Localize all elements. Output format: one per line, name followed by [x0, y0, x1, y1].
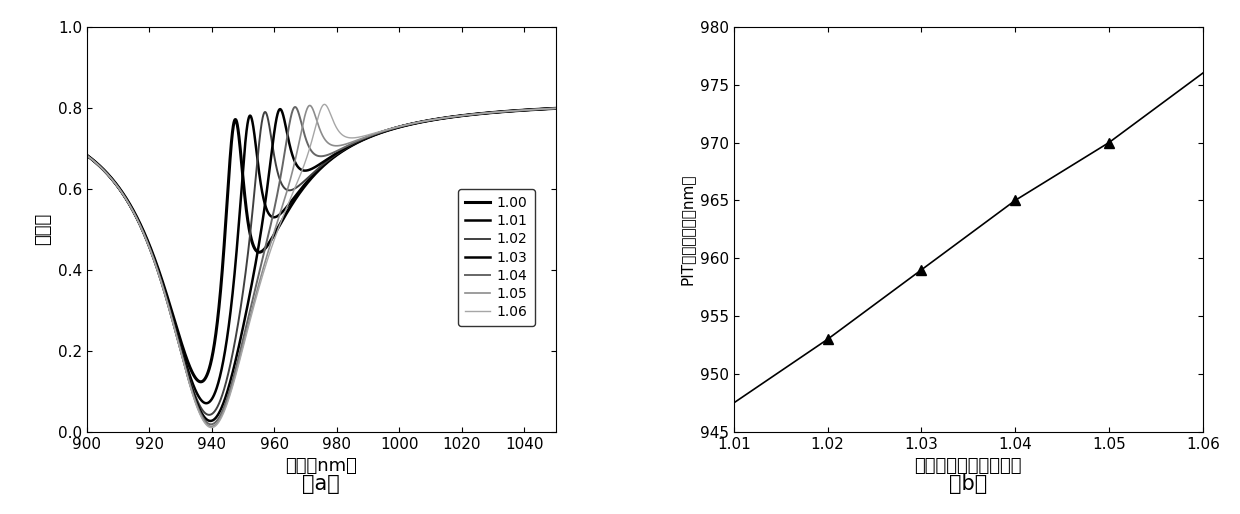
1.04: [79, 152, 94, 158]
1.01: [429, 116, 444, 122]
1.05: [465, 112, 480, 118]
1.03: [361, 134, 376, 140]
1.04: [165, 316, 180, 322]
1.00: [361, 134, 376, 140]
Line: 1.02: 1.02: [87, 108, 556, 415]
1.03: [465, 112, 480, 118]
1.03: [384, 126, 399, 132]
1.06: [361, 132, 376, 138]
1.06: [465, 112, 480, 118]
1.04: [429, 116, 444, 122]
1.03: [165, 315, 180, 321]
1.00: [193, 379, 208, 385]
1.05: [165, 316, 180, 322]
Line: 1.06: 1.06: [87, 104, 556, 428]
1.04: [288, 104, 303, 110]
X-axis label: 环形谐振腔介质折射率: 环形谐振腔介质折射率: [915, 457, 1022, 475]
1.00: [165, 309, 180, 316]
1.00: [548, 105, 563, 112]
Line: 1.05: 1.05: [87, 105, 556, 426]
1.06: [165, 316, 180, 322]
1.05: [384, 125, 399, 132]
1.01: [198, 400, 213, 406]
1.00: [259, 244, 274, 250]
1.05: [429, 116, 444, 122]
1.02: [548, 105, 563, 112]
1.02: [202, 412, 217, 418]
1.06: [548, 105, 563, 112]
X-axis label: 波长（nm）: 波长（nm）: [285, 457, 357, 475]
1.03: [259, 194, 274, 200]
1.00: [429, 116, 444, 122]
1.01: [384, 126, 399, 132]
1.05: [203, 423, 218, 429]
1.03: [429, 116, 444, 122]
1.01: [165, 312, 180, 318]
1.02: [361, 134, 376, 140]
1.02: [429, 116, 444, 122]
1.00: [79, 152, 94, 158]
1.04: [203, 421, 218, 428]
Text: （b）: （b）: [950, 474, 987, 494]
1.06: [259, 261, 274, 267]
Line: 1.04: 1.04: [87, 107, 556, 425]
Line: 1.03: 1.03: [87, 108, 556, 421]
1.04: [384, 126, 399, 132]
1.03: [548, 105, 563, 112]
Line: 1.01: 1.01: [87, 108, 556, 403]
1.05: [361, 133, 376, 139]
1.04: [361, 134, 376, 140]
1.04: [548, 105, 563, 112]
1.06: [429, 116, 444, 122]
1.01: [465, 112, 480, 118]
1.01: [79, 152, 94, 158]
1.02: [79, 152, 94, 158]
Text: （a）: （a）: [303, 474, 340, 494]
Y-axis label: 透射率: 透射率: [35, 213, 52, 245]
1.06: [384, 125, 399, 132]
1.05: [259, 255, 274, 262]
1.05: [303, 102, 317, 108]
1.02: [465, 112, 480, 118]
1.06: [205, 425, 219, 431]
1.03: [203, 418, 218, 424]
1.01: [259, 205, 274, 211]
1.00: [465, 112, 480, 118]
Legend: 1.00, 1.01, 1.02, 1.03, 1.04, 1.05, 1.06: 1.00, 1.01, 1.02, 1.03, 1.04, 1.05, 1.06: [458, 189, 534, 326]
1.04: [465, 112, 480, 118]
1.02: [165, 314, 180, 320]
1.00: [384, 126, 399, 132]
1.06: [79, 152, 94, 158]
Line: 1.00: 1.00: [87, 108, 556, 382]
Y-axis label: PIT窗中心波长（nm）: PIT窗中心波长（nm）: [680, 174, 694, 285]
1.03: [79, 152, 94, 158]
1.05: [548, 105, 563, 112]
1.01: [548, 105, 563, 112]
1.06: [317, 101, 332, 107]
1.04: [259, 242, 274, 248]
1.02: [384, 126, 399, 132]
1.01: [361, 134, 376, 140]
1.02: [259, 110, 274, 116]
1.05: [79, 152, 94, 158]
